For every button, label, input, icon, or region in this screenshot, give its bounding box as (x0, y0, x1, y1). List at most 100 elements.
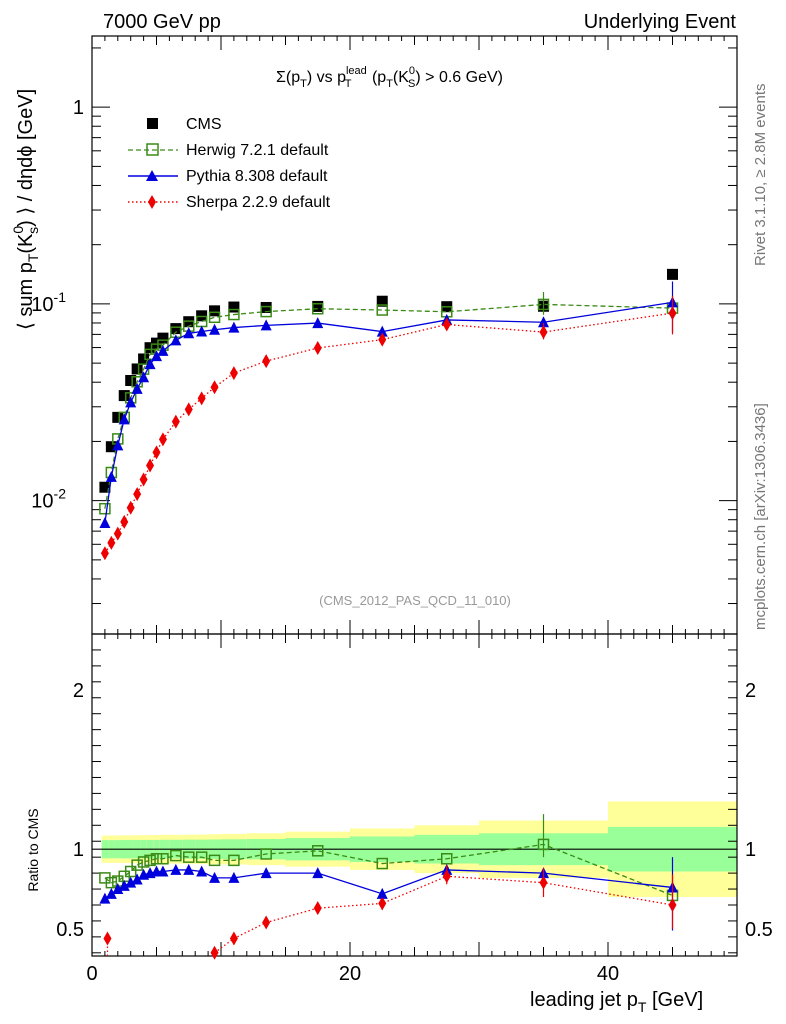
ratio-point-herwig (195, 851, 208, 863)
point-herwig (376, 304, 388, 316)
point-sherpa (113, 526, 122, 541)
ratio-y-tick-label: 2 (73, 680, 84, 702)
point-cms (125, 375, 137, 387)
ratio-point-pythia (196, 865, 208, 877)
ratio-point-pythia (260, 867, 272, 879)
point-sherpa (229, 366, 238, 381)
point-herwig (260, 305, 272, 318)
point-sherpa (442, 317, 451, 332)
point-pythia (260, 319, 272, 331)
ratio-point-herwig (157, 853, 169, 865)
point-cms (170, 323, 182, 335)
ratio-point-pythia (157, 865, 169, 877)
legend-marker-cms (147, 118, 158, 129)
point-cms (99, 481, 111, 493)
ratio-plot-panel: 0 20 40 0.5 0.5 1 1 2 2 (56, 633, 773, 985)
point-sherpa (152, 445, 161, 460)
ratio-point-herwig (228, 854, 240, 867)
ratio-point-herwig (312, 845, 324, 857)
point-pythia (118, 413, 130, 425)
point-cms (144, 342, 156, 354)
point-sherpa (107, 535, 116, 550)
point-cms (228, 301, 240, 313)
point-sherpa (158, 432, 167, 447)
point-herwig (99, 502, 111, 515)
legend-label-pythia: Pythia 8.308 default (186, 168, 328, 185)
ratio-point-sherpa (103, 931, 112, 946)
point-pythia (170, 334, 182, 346)
point-sherpa (120, 514, 129, 529)
legend-label-herwig: Herwig 7.2.1 default (186, 142, 329, 159)
legend-marker-sherpa (148, 195, 156, 209)
ratio-point-herwig (144, 854, 156, 867)
ratio-point-pythia (105, 887, 117, 899)
point-sherpa (378, 332, 387, 347)
point-cms (157, 332, 169, 344)
ratio-point-herwig (105, 876, 118, 889)
ratio-point-pythia (183, 863, 195, 875)
point-pythia (131, 382, 143, 394)
y-tick-label: 10-2 (31, 486, 66, 513)
point-cms (112, 411, 124, 423)
legend-marker-pythia (146, 170, 158, 181)
ratio-y-axis-label: Ratio to CMS (25, 808, 41, 891)
point-pythia (196, 325, 208, 337)
ratio-point-herwig (137, 856, 150, 868)
point-cms (209, 305, 221, 317)
ratio-point-pythia (112, 883, 124, 895)
x-axis-label: leading jet pT [GeV] (530, 989, 703, 1015)
y-tick-label: 10-1 (31, 289, 66, 316)
ratio-point-herwig (150, 853, 163, 865)
point-cms (376, 295, 388, 307)
rivet-version-label: Rivet 3.1.10, ≥ 2.8M events (752, 84, 769, 267)
point-cms (118, 390, 130, 402)
point-pythia (112, 439, 124, 451)
legend-label-sherpa: Sherpa 2.2.9 default (186, 194, 331, 211)
point-pythia (228, 321, 240, 333)
point-pythia (105, 470, 117, 482)
point-pythia (183, 327, 195, 339)
ratio-point-sherpa (229, 931, 238, 946)
ratio-point-herwig (260, 848, 272, 860)
point-herwig (312, 302, 324, 315)
point-herwig (228, 308, 240, 321)
point-sherpa (262, 354, 271, 369)
ratio-point-sherpa (313, 901, 322, 916)
main-y-axis-label: ⟨ sum pT(K0s) ⟩ / dηdϕ [GeV] (10, 89, 41, 330)
point-pythia (151, 350, 162, 362)
ratio-point-pythia (131, 873, 143, 885)
x-tick-label: 40 (597, 963, 619, 985)
series-line-sherpa (104, 312, 673, 554)
point-sherpa (139, 472, 148, 487)
mcplots-label: mcplots.cern.ch [arXiv:1306.3436] (752, 403, 769, 630)
point-pythia (376, 325, 388, 337)
point-cms (312, 300, 324, 312)
ratio-point-herwig (183, 851, 195, 863)
point-pythia (538, 316, 549, 328)
point-pythia (312, 317, 324, 329)
y-tick-label: 1 (73, 97, 84, 119)
legend: CMS Herwig 7.2.1 default Pythia 8.308 de… (128, 116, 331, 211)
point-sherpa (184, 402, 193, 417)
point-sherpa (197, 391, 206, 406)
ratio-frame (91, 633, 738, 957)
point-sherpa (313, 340, 322, 355)
ratio-point-herwig (124, 865, 137, 878)
point-pythia (138, 371, 150, 383)
ratio-point-sherpa (210, 945, 219, 960)
process-label: Underlying Event (584, 11, 737, 33)
ratio-y-tick-label-right: 0.5 (745, 919, 773, 941)
point-herwig (208, 311, 221, 324)
ratio-point-pythia (99, 892, 111, 904)
ratio-point-herwig (131, 859, 143, 871)
point-pythia (157, 344, 169, 356)
ratio-point-sherpa (262, 915, 271, 930)
ratio-point-herwig (376, 857, 388, 870)
ratio-point-pythia (125, 876, 137, 888)
ratio-point-herwig (441, 853, 453, 865)
point-cms (260, 301, 272, 313)
point-sherpa (126, 500, 135, 515)
point-pythia (125, 396, 137, 408)
ratio-point-pythia (228, 871, 240, 883)
ratio-line-sherpa (214, 875, 673, 954)
